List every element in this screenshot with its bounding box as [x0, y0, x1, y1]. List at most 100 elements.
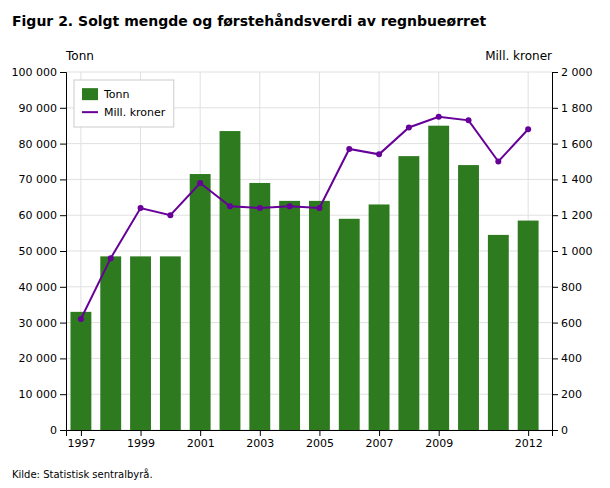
grid	[66, 72, 552, 430]
tick-mark	[528, 430, 529, 436]
bar	[249, 183, 270, 430]
tick: 2005	[306, 430, 334, 450]
tick-label: 0	[561, 424, 568, 437]
marker	[495, 159, 501, 165]
line-series	[78, 114, 531, 322]
tick-mark	[60, 358, 66, 359]
tick-label: 10 000	[19, 388, 58, 401]
tick-mark	[200, 430, 201, 436]
bar	[428, 126, 449, 430]
tick: 60 000	[19, 209, 67, 222]
grid-line-y	[66, 72, 552, 73]
tick-label: 2001	[187, 437, 215, 450]
marker	[108, 255, 114, 261]
grid-line-y	[66, 143, 552, 144]
tick-mark	[439, 430, 440, 436]
marker	[287, 203, 293, 209]
tick-label: 60 000	[19, 209, 58, 222]
tick: 800	[552, 281, 582, 294]
marker	[257, 205, 263, 211]
tick-label: 1 600	[561, 138, 593, 151]
marker	[406, 124, 412, 130]
tick-label: 1 800	[561, 102, 593, 115]
bar	[70, 312, 91, 430]
tick-label: 2009	[425, 437, 453, 450]
tick: 600	[552, 317, 582, 330]
marker	[525, 126, 531, 132]
tick-label: 20 000	[19, 352, 58, 365]
title: Figur 2. Solgt mengde og førstehåndsverd…	[12, 13, 486, 29]
tick-mark	[552, 323, 558, 324]
legend-swatch	[82, 88, 98, 100]
tick-mark	[319, 430, 320, 436]
tick: 0	[552, 424, 568, 437]
marker	[436, 114, 442, 120]
y2-axis-title: Mill. kroner	[485, 49, 552, 63]
bar	[369, 204, 390, 430]
tick: 90 000	[19, 102, 67, 115]
marker	[167, 212, 173, 218]
bar	[488, 235, 509, 430]
tick-mark	[141, 430, 142, 436]
y2-axis: 02004006008001 0001 2001 4001 6001 8002 …	[552, 66, 593, 437]
tick-mark	[60, 430, 66, 431]
tick-label: 40 000	[19, 281, 58, 294]
tick: 2007	[366, 430, 394, 450]
tick: 50 000	[19, 245, 67, 258]
bar	[339, 219, 360, 430]
axis-line	[553, 73, 559, 431]
marker	[197, 180, 203, 186]
tick: 2012	[515, 430, 543, 450]
legend-box	[74, 80, 174, 127]
bar	[518, 221, 539, 430]
chart: 1997 1999 2001 2003 2005 2007 2009 2012 0 10 000 2…	[0, 0, 610, 488]
bar	[458, 165, 479, 430]
tick-mark	[552, 144, 558, 145]
tick-mark	[552, 287, 558, 288]
tick-mark	[60, 215, 66, 216]
tick-label: 1 000	[561, 245, 593, 258]
bar	[309, 201, 330, 430]
bar	[279, 201, 300, 430]
line	[81, 117, 528, 319]
bar	[100, 256, 121, 430]
annotation: Kilde: Statistisk sentralbyrå.	[12, 468, 153, 480]
tick-label: 1999	[127, 437, 155, 450]
tick-label: 100 000	[12, 66, 58, 79]
marker	[227, 203, 233, 209]
axis-line	[60, 73, 67, 431]
grid-line-y	[66, 179, 552, 180]
marker	[78, 316, 84, 322]
tick-label: 30 000	[19, 317, 58, 330]
marker	[376, 151, 382, 157]
tick-mark	[552, 430, 558, 431]
legend-item: Mill. kroner	[82, 106, 166, 119]
tick: 1 000	[552, 245, 593, 258]
tick: 400	[552, 352, 582, 365]
legend-label: Mill. kroner	[104, 106, 166, 119]
tick: 2001	[187, 430, 215, 450]
tick-mark	[552, 358, 558, 359]
marker	[466, 117, 472, 123]
tick: 1997	[67, 430, 95, 450]
bar	[160, 256, 181, 430]
x-axis: 1997 1999 2001 2003 2005 2007 2009 2012	[67, 430, 553, 450]
tick-label: 0	[50, 424, 57, 437]
tick: 10 000	[19, 388, 67, 401]
axis-line	[67, 431, 553, 437]
tick-mark	[552, 215, 558, 216]
tick-label: 800	[561, 281, 582, 294]
plot-area: 1997 1999 2001 2003 2005 2007 2009 2012 0 10 000 2…	[12, 66, 593, 450]
legend: TonnMill. kroner	[74, 80, 174, 127]
tick-mark	[552, 394, 558, 395]
tick-mark	[552, 251, 558, 252]
tick: 2003	[246, 430, 274, 450]
tick: 2009	[425, 430, 453, 450]
tick: 1 400	[552, 173, 593, 186]
tick-mark	[60, 72, 66, 73]
tick: 1 600	[552, 138, 593, 151]
bar	[398, 156, 419, 430]
tick-mark	[552, 179, 558, 180]
bar	[190, 174, 211, 430]
tick-label: 2012	[515, 437, 543, 450]
